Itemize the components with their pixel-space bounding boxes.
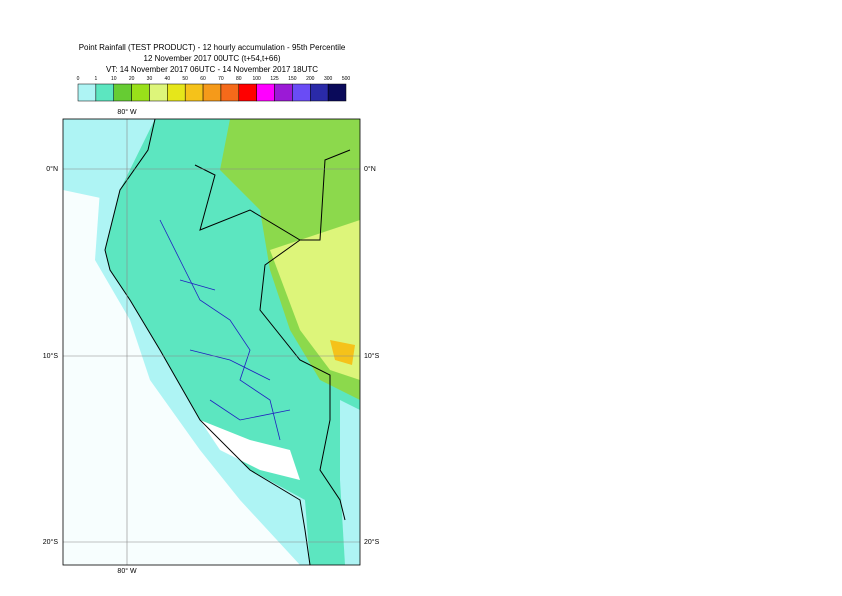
legend-label: 100 [252,76,261,82]
lon-label: 80° W [117,567,137,575]
legend-label: 60 [200,76,206,82]
title: Point Rainfall (TEST PRODUCT) - 12 hourl… [79,43,346,52]
coastline [104,119,311,565]
regions [159,219,291,441]
legend-label: 300 [324,76,333,82]
legend-label: 200 [306,76,315,82]
legend-swatch [310,83,329,102]
validity: VT: 14 November 2017 06UTC - 14 November… [106,65,318,74]
legend-swatch [131,83,150,102]
legend-swatch [184,83,204,102]
heavy-core [330,340,355,365]
wet-ocean [63,119,140,200]
lon-label: 80° W [117,108,137,116]
light-rain [340,400,360,565]
legend-swatch [77,83,97,102]
dry-land [200,420,300,480]
legend-swatch [149,83,168,102]
lat-label: 20°S [43,538,59,546]
legend-swatch [113,83,132,102]
legend-label: 70 [218,76,224,82]
legend-swatch [274,83,293,102]
lat-label: 0°N [364,165,376,173]
legend-swatch [327,83,347,102]
heavy-rain [270,220,360,380]
legend-label: 30 [147,76,153,82]
legend-label: 80 [236,76,242,82]
legend-label: 0 [77,76,80,82]
subtitle: 12 November 2017 00UTC (t+54,t+66) [144,54,281,63]
lat-label: 10°S [364,352,380,360]
legend-swatch [256,83,275,102]
legend-swatch [292,83,311,102]
legend-label: 125 [270,76,279,82]
legend-label: 40 [165,76,171,82]
legend-label: 10 [111,76,117,82]
lat-label: 20°S [364,538,380,546]
legend-label: 50 [182,76,188,82]
legend-swatch [202,83,222,102]
map [63,119,360,565]
lat-label: 10°S [43,352,59,360]
legend-label: 150 [288,76,297,82]
lat-label: 0°N [46,165,58,173]
dry-area [63,180,300,565]
legend-swatch [95,83,114,102]
legend-label: 500 [342,76,351,82]
legend-swatch [167,83,186,102]
frame [62,118,361,566]
legend: 0 1 10 20 30 40 50 60 70 80 100 125 150 200 300 500 [77,76,351,102]
legend-label: 1 [94,76,97,82]
legend-label: 20 [129,76,135,82]
legend-swatch [238,83,257,102]
borders [194,149,351,521]
legend-swatch [220,83,240,102]
